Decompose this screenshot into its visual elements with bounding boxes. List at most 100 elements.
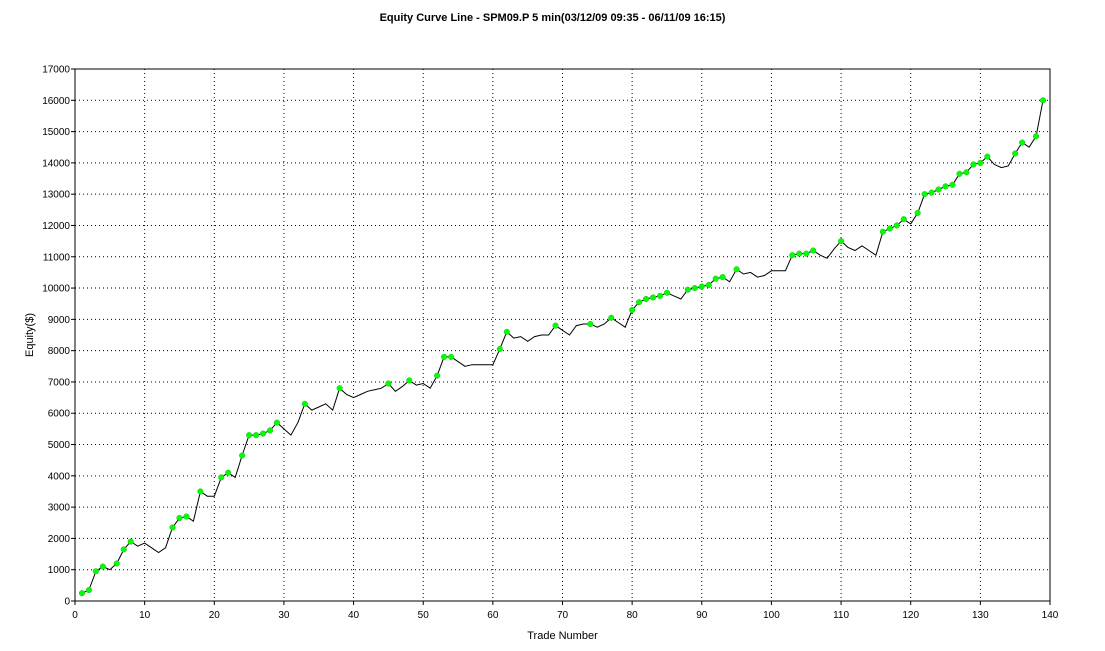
trade-point-marker bbox=[921, 191, 928, 198]
trade-point-marker bbox=[643, 295, 650, 303]
y-tick-label: 2000 bbox=[48, 534, 71, 545]
y-axis-title: Equity($) bbox=[24, 313, 36, 357]
trade-point-marker bbox=[1039, 97, 1047, 104]
grid bbox=[75, 69, 1050, 601]
trade-point-marker bbox=[712, 275, 719, 282]
trade-point-marker bbox=[649, 294, 657, 301]
trade-point-marker bbox=[1033, 133, 1040, 140]
trade-point-marker bbox=[587, 320, 594, 328]
trade-point-marker bbox=[719, 274, 726, 281]
x-tick-label: 90 bbox=[696, 610, 708, 621]
trade-point-marker bbox=[900, 216, 907, 223]
trade-point-marker bbox=[810, 247, 817, 254]
trade-point-marker bbox=[1019, 139, 1026, 146]
trade-point-marker bbox=[705, 281, 712, 288]
trade-point-marker bbox=[684, 286, 691, 293]
y-tick-label: 16000 bbox=[42, 96, 70, 107]
trade-point-marker bbox=[113, 560, 120, 567]
y-tick-label: 6000 bbox=[48, 409, 71, 420]
trade-point-marker bbox=[273, 419, 281, 426]
trade-point-marker bbox=[120, 546, 127, 553]
trade-point-marker bbox=[984, 153, 991, 160]
y-tick-label: 1000 bbox=[48, 565, 71, 576]
x-tick-label: 30 bbox=[278, 610, 290, 621]
y-tick-label: 11000 bbox=[43, 252, 71, 263]
trade-point-marker bbox=[434, 372, 441, 379]
trade-point-marker bbox=[838, 238, 845, 245]
trade-point-marker bbox=[266, 427, 274, 434]
trade-point-marker bbox=[1012, 150, 1019, 157]
trade-point-marker bbox=[970, 161, 977, 168]
trade-point-marker bbox=[886, 225, 893, 232]
y-tick-label: 17000 bbox=[42, 65, 70, 76]
trade-point-marker bbox=[336, 385, 343, 392]
trade-point-marker bbox=[733, 266, 740, 273]
trade-point-marker bbox=[879, 228, 886, 235]
x-tick-label: 110 bbox=[833, 610, 849, 621]
x-tick-label: 10 bbox=[139, 610, 151, 621]
y-tick-label: 4000 bbox=[48, 471, 71, 482]
trade-point-marker bbox=[935, 186, 942, 193]
x-tick-label: 130 bbox=[972, 610, 989, 621]
trade-point-marker bbox=[92, 568, 99, 575]
trade-point-marker bbox=[259, 430, 267, 437]
x-tick-label: 70 bbox=[557, 610, 569, 621]
trade-point-marker bbox=[246, 432, 253, 439]
trade-point-marker bbox=[441, 353, 448, 360]
axis-ticks: 0100020003000400050006000700080009000100… bbox=[42, 65, 1059, 622]
x-tick-label: 40 bbox=[348, 610, 360, 621]
trade-point-marker bbox=[183, 513, 190, 520]
trade-point-marker bbox=[448, 353, 455, 360]
x-axis-title: Trade Number bbox=[527, 630, 598, 642]
x-tick-label: 100 bbox=[763, 610, 780, 621]
equity-line bbox=[81, 100, 1044, 594]
y-tick-label: 5000 bbox=[48, 440, 71, 451]
trade-point-marker bbox=[914, 209, 921, 217]
y-tick-label: 7000 bbox=[48, 377, 71, 388]
trade-point-marker bbox=[796, 250, 803, 257]
y-tick-label: 8000 bbox=[48, 346, 71, 357]
trade-point-marker bbox=[977, 159, 984, 166]
trade-point-marker bbox=[406, 377, 413, 384]
trade-point-marker bbox=[169, 524, 176, 531]
x-tick-label: 80 bbox=[627, 610, 639, 621]
trade-point-marker bbox=[803, 250, 810, 257]
trade-point-marker bbox=[942, 183, 949, 190]
x-tick-label: 60 bbox=[487, 610, 499, 621]
y-tick-label: 9000 bbox=[48, 315, 71, 326]
trade-point-marker bbox=[197, 488, 204, 495]
y-tick-label: 13000 bbox=[42, 190, 70, 201]
trade-point-marker bbox=[385, 380, 392, 387]
y-tick-label: 0 bbox=[64, 597, 70, 608]
trade-point-marker bbox=[176, 515, 183, 522]
y-tick-label: 3000 bbox=[48, 503, 71, 514]
trade-point-marker bbox=[608, 314, 615, 321]
trade-point-marker bbox=[127, 538, 134, 545]
trade-point-marker bbox=[963, 169, 970, 176]
trade-point-marker bbox=[789, 252, 796, 259]
y-tick-label: 12000 bbox=[42, 221, 70, 232]
x-tick-label: 20 bbox=[209, 610, 221, 621]
chart-title: Equity Curve Line - SPM09.P 5 min(03/12/… bbox=[379, 12, 726, 24]
trade-point-marker bbox=[496, 346, 503, 353]
trade-point-marker bbox=[928, 189, 935, 196]
trade-point-marker bbox=[691, 285, 698, 292]
trade-point-marker bbox=[636, 299, 643, 306]
trade-point-marker bbox=[893, 222, 900, 229]
trade-point-marker bbox=[99, 563, 106, 570]
trade-point-marker bbox=[552, 322, 559, 329]
trade-point-marker bbox=[239, 452, 246, 459]
trade-point-marker bbox=[301, 400, 308, 407]
trade-point-marker bbox=[698, 283, 705, 290]
trade-point-marker bbox=[225, 469, 232, 476]
trade-point-marker bbox=[656, 292, 664, 299]
x-tick-label: 0 bbox=[72, 610, 78, 621]
x-tick-label: 140 bbox=[1042, 610, 1059, 621]
trade-point-marker bbox=[218, 474, 225, 481]
trade-point-marker bbox=[253, 432, 260, 439]
trade-point-marker bbox=[956, 170, 963, 177]
y-tick-label: 15000 bbox=[42, 127, 70, 138]
y-tick-label: 10000 bbox=[42, 284, 70, 295]
